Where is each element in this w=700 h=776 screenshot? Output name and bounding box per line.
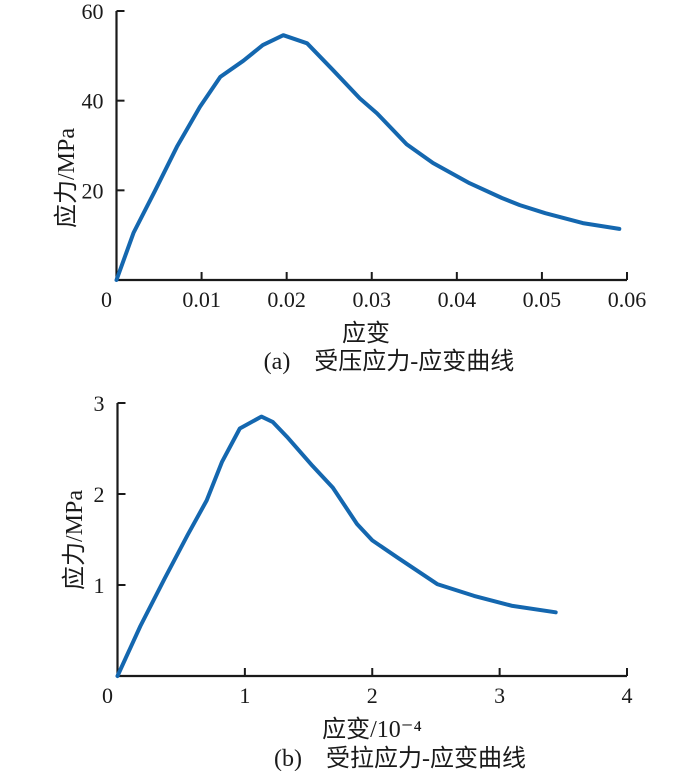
x-tick-label-b: 1: [239, 683, 250, 708]
y-tick-label-a: 40: [82, 89, 104, 114]
x-tick-label-b: 4: [622, 683, 633, 708]
y-axis-title-a: 应力/MPa: [53, 128, 80, 228]
x-axis-title-a: 应变: [342, 320, 390, 347]
x-tick-label-a: 0.01: [182, 287, 221, 312]
y-tick-label-a: 20: [82, 178, 104, 203]
x-tick-label-a: 0.06: [608, 287, 647, 312]
axes-a: [115, 11, 627, 282]
chart-b: 1 2 3 4 0 1 2 3 应变/10⁻⁴ 应力/MPa (b) 受拉应力-应变曲线: [61, 391, 633, 772]
y-tick-label-b: 2: [94, 482, 105, 507]
x-tick-label-a: 0.05: [523, 287, 562, 312]
y-tick-label-b: 1: [94, 573, 105, 598]
y-tick-label-b: 3: [94, 391, 105, 416]
x-tick-label-b: 2: [367, 683, 378, 708]
series-b-0: [115, 414, 558, 678]
origin-label-b: 0: [102, 683, 113, 708]
x-axis-title-b: 应变/10⁻⁴: [322, 716, 422, 743]
series-a-0: [114, 33, 622, 282]
caption-b: (b) 受拉应力-应变曲线: [274, 745, 526, 771]
chart-a: 0.01 0.02 0.03 0.04 0.05 0.06 0 20 40 60 应变 应力/MPa (…: [53, 0, 646, 375]
x-tick-label-a: 0.03: [353, 287, 392, 312]
y-tick-label-a: 60: [82, 0, 104, 24]
y-axis-title-b: 应力/MPa: [61, 490, 88, 590]
x-tick-label-b: 3: [494, 683, 505, 708]
x-tick-label-a: 0.02: [267, 287, 306, 312]
x-tick-label-a: 0.04: [438, 287, 477, 312]
caption-a: (a) 受压应力-应变曲线: [264, 348, 515, 375]
origin-label-a: 0: [101, 287, 112, 312]
